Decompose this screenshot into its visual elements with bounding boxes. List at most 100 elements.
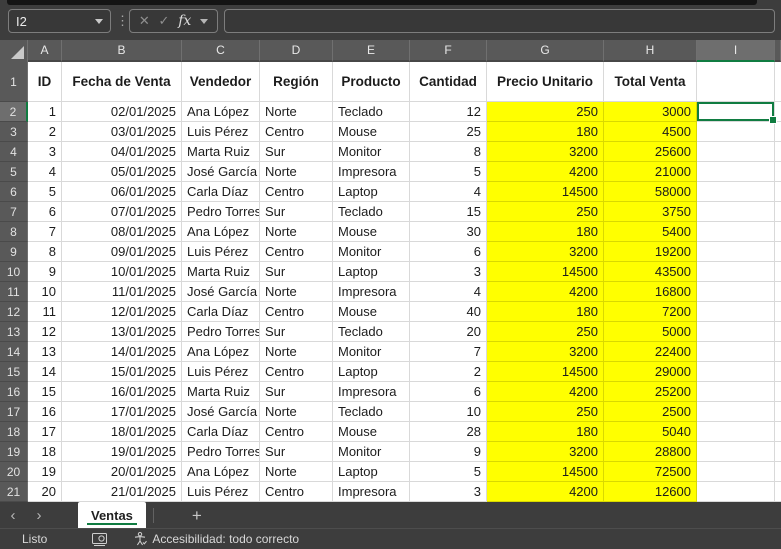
cell[interactable]: Luis Pérez	[182, 482, 260, 502]
cell[interactable]: 58000	[604, 182, 697, 202]
column-header-e[interactable]: E	[333, 40, 410, 62]
cell[interactable]: Sur	[260, 382, 333, 402]
cell[interactable]: Mouse	[333, 302, 410, 322]
cell[interactable]	[697, 202, 775, 222]
cell[interactable]: 16800	[604, 282, 697, 302]
cell[interactable]: Norte	[260, 342, 333, 362]
cell[interactable]: Marta Ruiz	[182, 382, 260, 402]
formula-bar-input[interactable]	[224, 9, 775, 33]
cell[interactable]	[697, 442, 775, 462]
cell[interactable]	[697, 342, 775, 362]
cell[interactable]: Centro	[260, 362, 333, 382]
cell[interactable]: 20	[410, 322, 487, 342]
cell[interactable]: Centro	[260, 482, 333, 502]
cell[interactable]	[697, 162, 775, 182]
cell[interactable]: 3200	[487, 342, 604, 362]
cell[interactable]: 10/01/2025	[62, 262, 182, 282]
next-sheet-icon[interactable]: ›	[36, 506, 42, 524]
cell[interactable]: 3200	[487, 442, 604, 462]
header-cell[interactable]: ID	[28, 62, 62, 102]
cell[interactable]	[697, 482, 775, 502]
cell[interactable]: 10	[410, 402, 487, 422]
cell[interactable]: Centro	[260, 302, 333, 322]
cell[interactable]: 5000	[604, 322, 697, 342]
cell[interactable]: 19	[28, 462, 62, 482]
row-header-17[interactable]: 17	[0, 402, 28, 422]
cell[interactable]: Norte	[260, 462, 333, 482]
cell[interactable]: 180	[487, 122, 604, 142]
cell[interactable]: 6	[410, 242, 487, 262]
cell[interactable]: 12/01/2025	[62, 302, 182, 322]
cell[interactable]: Ana López	[182, 342, 260, 362]
cell[interactable]: 06/01/2025	[62, 182, 182, 202]
cell[interactable]	[697, 142, 775, 162]
cell[interactable]: 180	[487, 222, 604, 242]
cell[interactable]: 12	[28, 322, 62, 342]
cell[interactable]: 250	[487, 102, 604, 122]
header-cell[interactable]: Total Venta	[604, 62, 697, 102]
cell[interactable]: 7200	[604, 302, 697, 322]
cell[interactable]: José García	[182, 162, 260, 182]
column-header-b[interactable]: B	[62, 40, 182, 62]
cell[interactable]: 4	[410, 182, 487, 202]
cell[interactable]: 2500	[604, 402, 697, 422]
cell[interactable]: 13	[28, 342, 62, 362]
header-cell[interactable]: Precio Unitario	[487, 62, 604, 102]
row-header-20[interactable]: 20	[0, 462, 28, 482]
cell[interactable]: 28800	[604, 442, 697, 462]
cell[interactable]: 15	[410, 202, 487, 222]
cell[interactable]: Monitor	[333, 342, 410, 362]
add-sheet-icon[interactable]: +	[191, 505, 202, 525]
cell[interactable]: 14/01/2025	[62, 342, 182, 362]
accessibility-status[interactable]: Accesibilidad: todo correcto	[134, 532, 299, 546]
cell[interactable]: 2	[28, 122, 62, 142]
cell[interactable]: 3	[28, 142, 62, 162]
row-header-7[interactable]: 7	[0, 202, 28, 222]
cell[interactable]: 16	[28, 402, 62, 422]
cell[interactable]: Norte	[260, 162, 333, 182]
cell[interactable]: Centro	[260, 242, 333, 262]
cell[interactable]: Mouse	[333, 222, 410, 242]
cell[interactable]: Ana López	[182, 102, 260, 122]
cell[interactable]	[697, 122, 775, 142]
cell[interactable]: 25200	[604, 382, 697, 402]
cell[interactable]: 3200	[487, 142, 604, 162]
cell[interactable]: 20	[28, 482, 62, 502]
cell[interactable]: 19/01/2025	[62, 442, 182, 462]
row-header-2[interactable]: 2	[0, 102, 28, 122]
cell[interactable]: 15	[28, 382, 62, 402]
cell[interactable]: Luis Pérez	[182, 362, 260, 382]
header-cell[interactable]: Producto	[333, 62, 410, 102]
cell[interactable]: 17	[28, 422, 62, 442]
column-header-c[interactable]: C	[182, 40, 260, 62]
cell[interactable]: Impresora	[333, 482, 410, 502]
cell[interactable]: Marta Ruiz	[182, 142, 260, 162]
chevron-down-icon[interactable]	[95, 18, 103, 24]
cell[interactable]: 14	[28, 362, 62, 382]
cell[interactable]: 250	[487, 322, 604, 342]
cell[interactable]	[697, 222, 775, 242]
cell[interactable]: 4500	[604, 122, 697, 142]
cell[interactable]: 14500	[487, 262, 604, 282]
cell[interactable]	[697, 242, 775, 262]
column-header-d[interactable]: D	[260, 40, 333, 62]
cell[interactable]: 40	[410, 302, 487, 322]
selected-cell[interactable]	[697, 102, 777, 124]
cell[interactable]: Carla Díaz	[182, 422, 260, 442]
cell[interactable]: 21/01/2025	[62, 482, 182, 502]
cell[interactable]: 07/01/2025	[62, 202, 182, 222]
cell[interactable]: 29000	[604, 362, 697, 382]
column-header-h[interactable]: H	[604, 40, 697, 62]
cell[interactable]: Norte	[260, 222, 333, 242]
cell[interactable]: Mouse	[333, 122, 410, 142]
cell[interactable]: 43500	[604, 262, 697, 282]
cell[interactable]: Laptop	[333, 362, 410, 382]
prev-sheet-icon[interactable]: ‹	[10, 506, 16, 524]
row-header-4[interactable]: 4	[0, 142, 28, 162]
header-cell[interactable]: Fecha de Venta	[62, 62, 182, 102]
cell[interactable]: 12600	[604, 482, 697, 502]
cell[interactable]: Carla Díaz	[182, 182, 260, 202]
cell[interactable]: 14500	[487, 362, 604, 382]
cell[interactable]: 250	[487, 402, 604, 422]
cell[interactable]: 180	[487, 422, 604, 442]
